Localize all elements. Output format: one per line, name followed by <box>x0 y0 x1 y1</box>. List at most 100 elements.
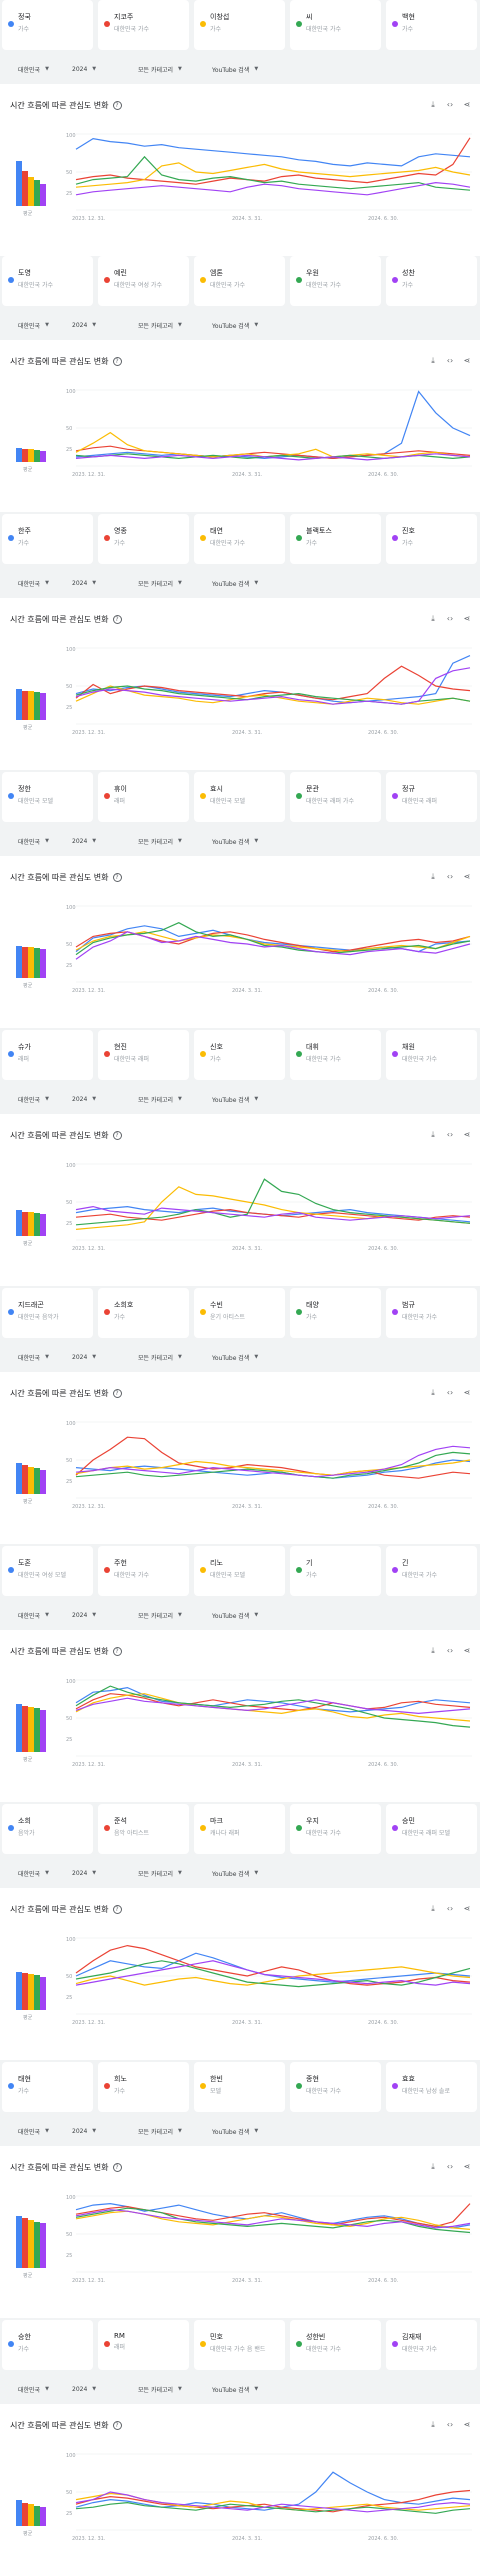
help-icon[interactable]: ? <box>112 2163 122 2172</box>
search-type-select[interactable]: YouTube 검색 ▼ <box>212 1350 258 1364</box>
category-select[interactable]: 모든 카테고리 ▼ <box>138 1608 182 1622</box>
share-icon[interactable]: ⋖ <box>463 1904 471 1913</box>
keyword-card[interactable]: 문관 대한민국 래퍼 가수 <box>290 772 381 822</box>
keyword-card[interactable]: 대휘 대한민국 가수 <box>290 1030 381 1080</box>
embed-icon[interactable]: ‹› <box>446 614 454 623</box>
year-select[interactable]: 2024 ▼ <box>72 576 96 590</box>
help-icon[interactable]: ? <box>112 1131 122 1140</box>
keyword-card[interactable]: 승한 가수 <box>2 2320 93 2370</box>
line-chart[interactable] <box>62 646 472 726</box>
share-icon[interactable]: ⋖ <box>463 2420 471 2429</box>
keyword-card[interactable]: 태연 대한민국 가수 <box>194 514 285 564</box>
embed-icon[interactable]: ‹› <box>446 1388 454 1397</box>
region-select[interactable]: 대한민국 ▼ <box>18 2382 49 2396</box>
search-type-select[interactable]: YouTube 검색 ▼ <box>212 1866 258 1880</box>
keyword-card[interactable]: 지코주 대한민국 가수 <box>98 0 189 50</box>
download-icon[interactable]: ⤓ <box>431 2420 435 2429</box>
line-chart[interactable] <box>62 388 472 468</box>
year-select[interactable]: 2024 ▼ <box>72 1092 96 1106</box>
download-icon[interactable]: ⤓ <box>431 1904 435 1913</box>
year-select[interactable]: 2024 ▼ <box>72 2382 96 2396</box>
region-select[interactable]: 대한민국 ▼ <box>18 576 49 590</box>
year-select[interactable]: 2024 ▼ <box>72 834 96 848</box>
search-type-select[interactable]: YouTube 검색 ▼ <box>212 62 258 76</box>
keyword-card[interactable]: 긴 대한민국 가수 <box>386 1546 477 1596</box>
keyword-card[interactable]: 소희 음악가 <box>2 1804 93 1854</box>
keyword-card[interactable]: 주헌 대한민국 가수 <box>98 1546 189 1596</box>
keyword-card[interactable]: 휴이 래퍼 <box>98 772 189 822</box>
embed-icon[interactable]: ‹› <box>446 872 454 881</box>
keyword-card[interactable]: 한주 가수 <box>2 514 93 564</box>
download-icon[interactable]: ⤓ <box>431 1388 435 1397</box>
region-select[interactable]: 대한민국 ▼ <box>18 62 49 76</box>
keyword-card[interactable]: 신호 가수 <box>194 1030 285 1080</box>
keyword-card[interactable]: 준석 음악 아티스트 <box>98 1804 189 1854</box>
embed-icon[interactable]: ‹› <box>446 2162 454 2171</box>
embed-icon[interactable]: ‹› <box>446 1646 454 1655</box>
search-type-select[interactable]: YouTube 검색 ▼ <box>212 834 258 848</box>
search-type-select[interactable]: YouTube 검색 ▼ <box>212 1608 258 1622</box>
download-icon[interactable]: ⤓ <box>431 1130 435 1139</box>
keyword-card[interactable]: 정규 대한민국 래퍼 <box>386 772 477 822</box>
keyword-card[interactable]: RM 래퍼 <box>98 2320 189 2370</box>
line-chart[interactable] <box>62 1420 472 1500</box>
download-icon[interactable]: ⤓ <box>431 614 435 623</box>
keyword-card[interactable]: 도혼 대한민국 여성 모델 <box>2 1546 93 1596</box>
share-icon[interactable]: ⋖ <box>463 1646 471 1655</box>
region-select[interactable]: 대한민국 ▼ <box>18 2124 49 2138</box>
keyword-card[interactable]: 한빈 모델 <box>194 2062 285 2112</box>
keyword-card[interactable]: 리노 대한민국 모델 <box>194 1546 285 1596</box>
download-icon[interactable]: ⤓ <box>431 356 435 365</box>
share-icon[interactable]: ⋖ <box>463 356 471 365</box>
keyword-card[interactable]: 효시 대한민국 모델 <box>194 772 285 822</box>
embed-icon[interactable]: ‹› <box>446 1130 454 1139</box>
year-select[interactable]: 2024 ▼ <box>72 2124 96 2138</box>
share-icon[interactable]: ⋖ <box>463 1130 471 1139</box>
line-chart[interactable] <box>62 904 472 984</box>
keyword-card[interactable]: 소희호 가수 <box>98 1288 189 1338</box>
keyword-card[interactable]: 범규 대한민국 가수 <box>386 1288 477 1338</box>
keyword-card[interactable]: 성한빈 대한민국 가수 <box>290 2320 381 2370</box>
keyword-card[interactable]: 지드래곤 대한민국 음악가 <box>2 1288 93 1338</box>
category-select[interactable]: 모든 카테고리 ▼ <box>138 62 182 76</box>
keyword-card[interactable]: 승민 대한민국 래퍼 모델 <box>386 1804 477 1854</box>
keyword-card[interactable]: 예린 대한민국 여성 가수 <box>98 256 189 306</box>
year-select[interactable]: 2024 ▼ <box>72 62 96 76</box>
keyword-card[interactable]: 채원 대한민국 가수 <box>386 1030 477 1080</box>
keyword-card[interactable]: 태양 가수 <box>290 1288 381 1338</box>
keyword-card[interactable]: 우지 대한민국 가수 <box>290 1804 381 1854</box>
keyword-card[interactable]: 현진 대한민국 래퍼 <box>98 1030 189 1080</box>
download-icon[interactable]: ⤓ <box>431 2162 435 2171</box>
help-icon[interactable]: ? <box>112 1389 122 1398</box>
embed-icon[interactable]: ‹› <box>446 2420 454 2429</box>
region-select[interactable]: 대한민국 ▼ <box>18 1608 49 1622</box>
search-type-select[interactable]: YouTube 검색 ▼ <box>212 2124 258 2138</box>
category-select[interactable]: 모든 카테고리 ▼ <box>138 1350 182 1364</box>
keyword-card[interactable]: 성찬 가수 <box>386 256 477 306</box>
line-chart[interactable] <box>62 132 472 212</box>
line-chart[interactable] <box>62 1678 472 1758</box>
share-icon[interactable]: ⋖ <box>463 2162 471 2171</box>
share-icon[interactable]: ⋖ <box>463 1388 471 1397</box>
embed-icon[interactable]: ‹› <box>446 356 454 365</box>
keyword-card[interactable]: 정한 대한민국 모델 <box>2 772 93 822</box>
download-icon[interactable]: ⤓ <box>431 1646 435 1655</box>
region-select[interactable]: 대한민국 ▼ <box>18 834 49 848</box>
keyword-card[interactable]: 희노 가수 <box>98 2062 189 2112</box>
search-type-select[interactable]: YouTube 검색 ▼ <box>212 1092 258 1106</box>
share-icon[interactable]: ⋖ <box>463 872 471 881</box>
search-type-select[interactable]: YouTube 검색 ▼ <box>212 2382 258 2396</box>
help-icon[interactable]: ? <box>112 357 122 366</box>
line-chart[interactable] <box>62 1936 472 2016</box>
share-icon[interactable]: ⋖ <box>463 614 471 623</box>
keyword-card[interactable]: 진호 가수 <box>386 514 477 564</box>
help-icon[interactable]: ? <box>112 873 122 882</box>
category-select[interactable]: 모든 카테고리 ▼ <box>138 2124 182 2138</box>
category-select[interactable]: 모든 카테고리 ▼ <box>138 2382 182 2396</box>
region-select[interactable]: 대한민국 ▼ <box>18 1866 49 1880</box>
help-icon[interactable]: ? <box>112 101 122 110</box>
keyword-card[interactable]: 백현 가수 <box>386 0 477 50</box>
region-select[interactable]: 대한민국 ▼ <box>18 1350 49 1364</box>
keyword-card[interactable]: 슈가 래퍼 <box>2 1030 93 1080</box>
search-type-select[interactable]: YouTube 검색 ▼ <box>212 318 258 332</box>
